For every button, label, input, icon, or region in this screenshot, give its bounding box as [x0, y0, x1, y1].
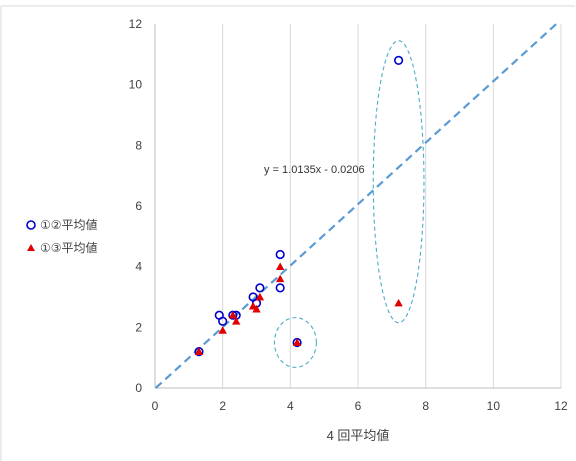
data-point-series-2 [275, 274, 285, 283]
x-tick-label: 12 [554, 399, 568, 413]
y-tick-label: 12 [129, 17, 143, 31]
highlight-ellipse [372, 40, 425, 324]
y-tick-label: 10 [129, 78, 143, 92]
data-point-series-2 [275, 262, 285, 271]
trendline-equation: y = 1.0135x - 0.0206 [264, 164, 365, 176]
data-point-series-2 [252, 304, 261, 313]
data-point-series-1 [275, 283, 285, 293]
data-point-series-1 [218, 316, 228, 326]
x-tick-label: 0 [152, 399, 159, 413]
legend-label-series-1: ①②平均値 [40, 217, 98, 232]
y-tick-label: 4 [135, 260, 142, 274]
x-tick-label: 2 [219, 399, 226, 413]
data-point-series-2 [292, 338, 302, 346]
legend-label-series-2: ①③平均値 [40, 240, 98, 255]
legend-marker-series-2 [27, 244, 35, 251]
data-points [194, 55, 404, 357]
x-tick-label: 8 [422, 399, 429, 413]
legend: ①②平均値 ①③平均値 [26, 217, 98, 255]
x-tick-label: 10 [487, 399, 501, 413]
data-point-series-2 [194, 347, 204, 355]
data-point-series-2 [255, 292, 265, 301]
y-tick-label: 6 [135, 199, 142, 213]
legend-marker-series-1 [26, 220, 36, 230]
y-tick-label: 0 [135, 381, 142, 395]
data-point-series-1 [394, 55, 404, 66]
highlight-ellipses [273, 40, 425, 368]
data-point-series-1 [275, 249, 285, 260]
y-tick-label: 8 [135, 138, 142, 152]
data-point-series-2 [218, 326, 227, 334]
data-point-series-2 [394, 298, 403, 307]
tick-labels: 0 2 4 6 8 10 12 0 2 4 6 8 10 12 [129, 17, 568, 413]
data-point-series-1 [255, 283, 265, 293]
y-tick-label: 2 [135, 320, 142, 334]
axes [154, 24, 561, 389]
x-tick-label: 4 [287, 399, 294, 413]
gridlines [222, 24, 562, 388]
x-axis-title: 4 回平均値 [327, 428, 390, 443]
data-point-series-2 [228, 311, 238, 319]
data-point-series-2 [232, 317, 241, 325]
highlight-ellipse [273, 317, 317, 368]
x-tick-label: 6 [355, 399, 362, 413]
